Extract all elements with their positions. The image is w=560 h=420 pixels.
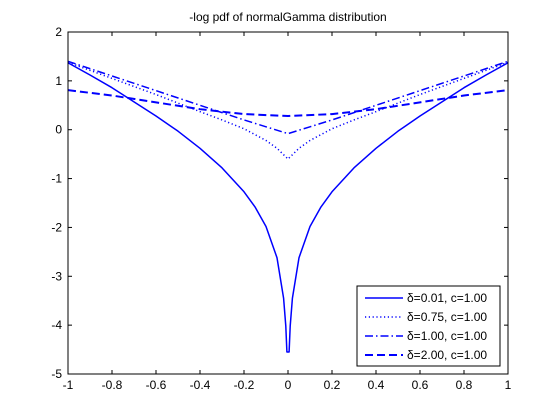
plot-area — [68, 60, 508, 353]
x-tick-label: 0.4 — [368, 378, 385, 392]
y-tick-label: -1 — [51, 172, 62, 186]
y-tick-label: -2 — [51, 220, 62, 234]
y-tick-label: -3 — [51, 269, 62, 283]
legend-box — [356, 285, 501, 367]
x-tick-label: 0 — [285, 378, 292, 392]
legend-label-2: δ=0.75, c=1.00 — [407, 310, 487, 324]
x-tick-label: 0.2 — [324, 378, 341, 392]
x-tick-label: -0.8 — [102, 378, 123, 392]
series-line-4 — [68, 89, 508, 118]
y-tick-label: 2 — [55, 25, 62, 39]
legend: δ=0.01, c=1.00 δ=0.75, c=1.00 δ=1.00, c=1.… — [356, 285, 501, 367]
x-tick-label: -1 — [63, 378, 74, 392]
x-tick-label: -0.6 — [146, 378, 167, 392]
y-tick-label: -5 — [51, 367, 62, 381]
x-tick-label: 0.6 — [412, 378, 429, 392]
y-tick-label: 0 — [55, 123, 62, 137]
chart-title: -log pdf of normalGamma distribution — [189, 10, 386, 24]
x-tick-label: -0.4 — [190, 378, 211, 392]
legend-label-1: δ=0.01, c=1.00 — [407, 291, 487, 305]
x-tick-label: -0.2 — [234, 378, 255, 392]
legend-label-3: δ=1.00, c=1.00 — [407, 329, 487, 343]
y-tick-label: 1 — [55, 74, 62, 88]
y-tick-label: -4 — [51, 318, 62, 332]
x-tick-label: 1 — [505, 378, 512, 392]
legend-label-4: δ=2.00, c=1.00 — [407, 348, 487, 362]
x-tick-label: 0.8 — [456, 378, 473, 392]
series-line-1 — [68, 62, 508, 353]
axis-ticks: -1 -0.8 -0.6 -0.4 -0.2 0 0.2 0.4 0.6 0.8 1 2 1 0 -1 -2 -… — [51, 25, 511, 392]
